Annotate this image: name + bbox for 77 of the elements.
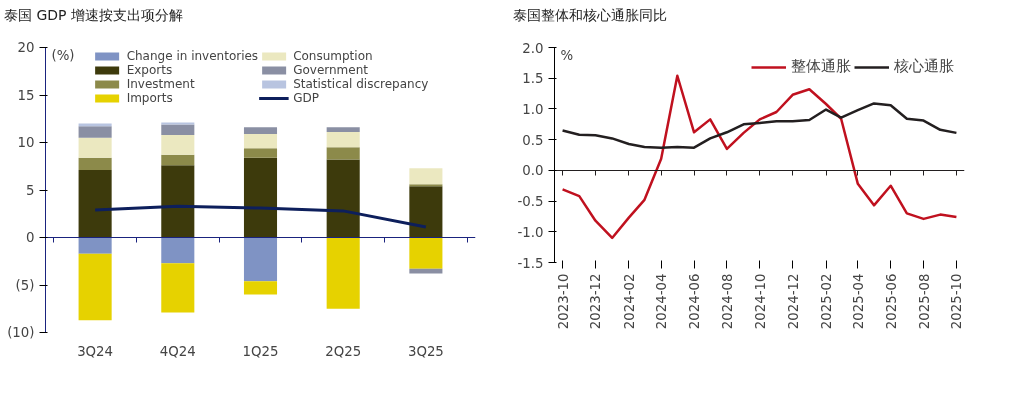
- x-tick-label: 2024-04: [654, 273, 670, 330]
- x-tick-label: 3Q25: [407, 343, 444, 359]
- x-tick-label: 2024-08: [719, 273, 735, 330]
- x-tick-label: 2025-08: [916, 273, 932, 330]
- x-tick-label: 2Q25: [325, 343, 362, 359]
- legend-label: 整体通胀: [791, 57, 851, 76]
- bar: [409, 168, 443, 185]
- x-tick-label: 4Q24: [159, 343, 196, 359]
- x-tick-label: 2025-06: [883, 273, 899, 330]
- y-tick-label: 5: [26, 182, 35, 198]
- legend-label: 核心通胀: [894, 57, 954, 76]
- x-tick-label: 2025-10: [949, 273, 965, 330]
- bar: [243, 127, 278, 134]
- y-tick-label: -1.0: [517, 224, 544, 240]
- bar: [326, 127, 360, 133]
- bar: [161, 134, 195, 155]
- bar: [161, 237, 195, 264]
- bar: [326, 147, 360, 160]
- legend-label: Exports: [126, 63, 173, 77]
- y-tick-label: 0.0: [522, 163, 544, 179]
- bar: [78, 237, 112, 254]
- bar: [161, 263, 195, 313]
- y-tick-label: -0.5: [517, 194, 544, 210]
- legend-label: Investment: [126, 77, 195, 91]
- x-tick-label: 2024-10: [752, 273, 768, 330]
- bar: [78, 170, 112, 238]
- y-tick-label: (5): [15, 277, 35, 293]
- bar: [243, 281, 278, 295]
- y-tick-label: 1.0: [522, 101, 544, 117]
- chart-title: 泰国整体和核心通胀同比: [513, 6, 667, 25]
- y-tick-label: 0: [26, 230, 35, 245]
- bar: [326, 132, 360, 148]
- x-tick-label: 2023-12: [588, 273, 604, 330]
- y-tick-label: 20: [17, 40, 35, 55]
- x-tick-label: 1Q25: [242, 343, 279, 359]
- x-tick-label: 2025-04: [850, 273, 866, 330]
- x-tick-label: 3Q24: [77, 343, 114, 359]
- legend-label: GDP: [293, 91, 319, 105]
- y-axis-title: (%): [51, 47, 75, 63]
- bar: [161, 154, 195, 166]
- x-tick-label: 2023-10: [555, 273, 571, 330]
- bar: [326, 159, 360, 238]
- bar: [326, 237, 360, 309]
- y-tick-label: -1.5: [517, 255, 544, 271]
- bar: [161, 124, 195, 135]
- x-tick-label: 2024-02: [621, 273, 637, 330]
- line-series: [93, 204, 428, 229]
- bar: [243, 237, 278, 282]
- y-tick-label: (10): [7, 325, 35, 340]
- x-tick-label: 2024-12: [785, 273, 801, 330]
- y-tick-label: 0.5: [522, 132, 544, 148]
- bar: [409, 268, 443, 274]
- bar: [78, 157, 112, 171]
- legend-label: Change in inventories: [126, 49, 259, 63]
- bar: [409, 237, 443, 269]
- legend-label: Consumption: [293, 49, 373, 63]
- y-tick-label: 10: [17, 135, 35, 150]
- bar: [78, 137, 112, 158]
- y-axis-title: %: [560, 47, 574, 63]
- x-tick-label: 2025-02: [819, 273, 835, 330]
- y-tick-label: 2.0: [522, 40, 544, 56]
- legend-label: Government: [293, 63, 368, 77]
- legend-label: Imports: [126, 91, 173, 105]
- x-tick-label: 2024-06: [687, 273, 703, 330]
- bar: [243, 148, 278, 158]
- bar: [78, 126, 112, 138]
- line-series: [561, 102, 958, 149]
- bar: [409, 186, 443, 238]
- y-tick-label: 1.5: [522, 71, 544, 87]
- y-tick-label: 15: [17, 87, 35, 103]
- bar: [243, 133, 278, 149]
- bar: [243, 157, 278, 238]
- bar: [161, 165, 195, 238]
- legend-label: Statistical discrepancy: [293, 77, 429, 91]
- line-series: [561, 74, 958, 240]
- chart-title: 泰国 GDP 增速按支出项分解: [4, 6, 183, 25]
- bar: [78, 253, 112, 321]
